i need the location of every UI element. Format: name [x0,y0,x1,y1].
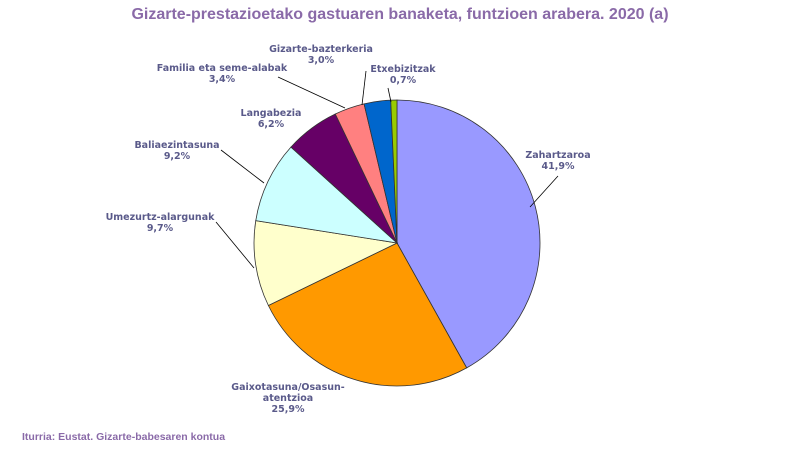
slice-category-label: Umezurtz-alargunak [106,212,216,223]
slice-value-label: 3,0% [308,55,335,66]
chart-title: Gizarte-prestazioetako gastuaren banaket… [131,6,669,23]
slice-category-label: Gaixotasuna/Osasun- [231,382,344,393]
leader-line [220,149,265,184]
slice-category-label: Etxebizitzak [370,64,436,75]
slice-category-label: Zahartzaroa [525,150,590,161]
slice-category-label: Langabezia [241,108,302,119]
slice-category-label: atentzioa [263,393,313,404]
slice-value-label: 3,4% [209,74,236,85]
pie-slice [253,220,399,307]
leader-line [361,70,367,106]
chart-source: Iturria: Eustat. Gizarte-babesaren kontu… [22,431,226,443]
slice-category-label: Gizarte-bazterkeria [269,44,373,55]
slice-category-label: Familia eta seme-alabak [157,63,288,74]
pie-slice [396,99,541,369]
leader-lines-layer [215,70,559,269]
leader-line [387,87,392,103]
slice-value-label: 25,9% [272,404,305,415]
pie-slice [267,242,468,387]
leader-line [529,175,559,208]
slice-value-label: 41,9% [542,161,575,172]
slice-value-label: 9,7% [147,223,174,234]
slice-value-label: 6,2% [258,119,285,130]
leader-line [215,221,255,269]
slice-value-label: 9,2% [164,151,191,162]
slice-category-label: Baliaezintasuna [134,140,219,151]
slices-layer [253,99,541,387]
slice-value-label: 0,7% [390,75,417,86]
leader-line [277,76,346,109]
pie-slice [255,146,399,244]
